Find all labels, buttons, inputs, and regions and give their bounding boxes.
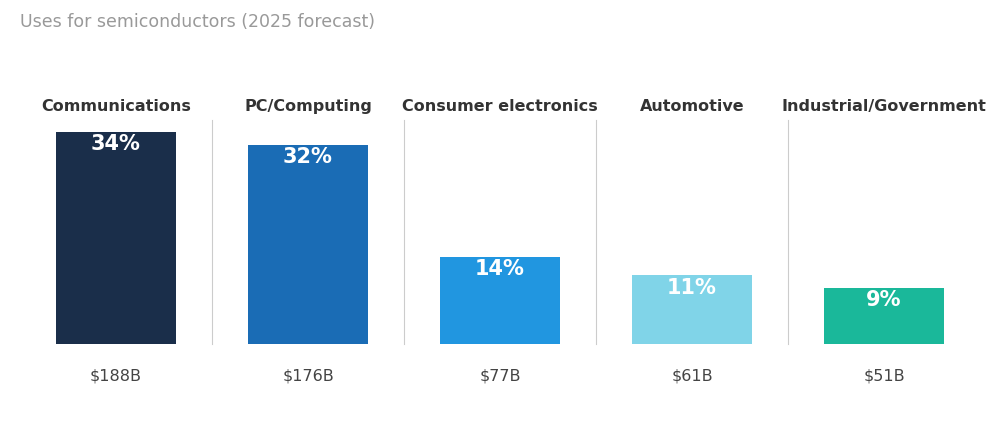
- Text: 14%: 14%: [475, 258, 525, 278]
- Text: Automotive: Automotive: [640, 99, 744, 114]
- Bar: [440, 257, 560, 344]
- Bar: [248, 145, 368, 344]
- Text: 11%: 11%: [667, 277, 717, 297]
- Bar: [632, 276, 752, 344]
- Text: Uses for semiconductors (2025 forecast): Uses for semiconductors (2025 forecast): [20, 13, 375, 31]
- Text: Consumer electronics: Consumer electronics: [402, 99, 598, 114]
- Text: Communications: Communications: [41, 99, 191, 114]
- Text: $61B: $61B: [671, 368, 713, 383]
- Text: $51B: $51B: [863, 368, 905, 383]
- Text: $77B: $77B: [479, 368, 521, 383]
- Text: $176B: $176B: [282, 368, 334, 383]
- Text: PC/Computing: PC/Computing: [244, 99, 372, 114]
- Text: 34%: 34%: [91, 134, 141, 154]
- Bar: [824, 288, 944, 344]
- Text: 32%: 32%: [283, 147, 333, 166]
- Text: Industrial/Government: Industrial/Government: [782, 99, 986, 114]
- Text: $188B: $188B: [90, 368, 142, 383]
- Bar: [56, 133, 176, 344]
- Text: 9%: 9%: [866, 289, 902, 309]
